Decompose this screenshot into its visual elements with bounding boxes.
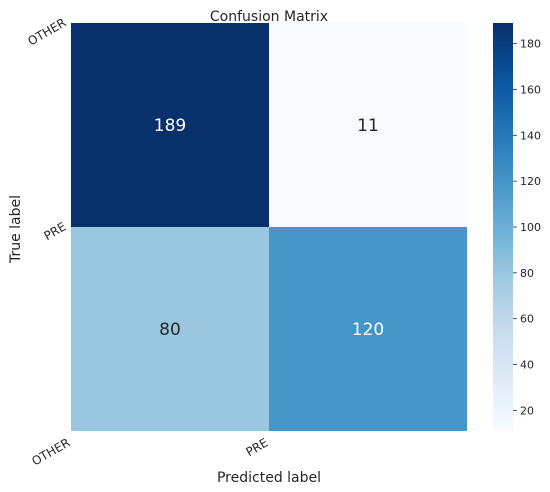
y-axis-label: True label bbox=[8, 195, 24, 264]
colorbar-tick-label: 140 bbox=[520, 129, 541, 142]
cell-value-label: 80 bbox=[159, 320, 181, 340]
heatmap-cells: 189 11 80 120 bbox=[71, 23, 467, 431]
colorbar-tick-label: 80 bbox=[520, 267, 534, 280]
cell-value-label: 11 bbox=[357, 116, 379, 136]
colorbar-tick-label: 160 bbox=[520, 83, 541, 96]
colorbar-tick-label: 60 bbox=[520, 313, 534, 326]
cell-value-label: 189 bbox=[154, 116, 186, 136]
heatmap-cell bbox=[269, 23, 467, 227]
colorbar-tick-label: 100 bbox=[520, 221, 541, 234]
heatmap-cell bbox=[71, 23, 269, 227]
colorbar-ticks: 20 40 60 80 100 120 140 160 180 bbox=[513, 38, 541, 417]
heatmap-cell bbox=[71, 227, 269, 431]
y-tick-label: OTHER bbox=[25, 15, 68, 48]
x-tick-label: OTHER bbox=[29, 435, 72, 468]
colorbar-tick-label: 120 bbox=[520, 175, 541, 188]
chart-title: Confusion Matrix bbox=[210, 9, 328, 25]
colorbar-tick-label: 40 bbox=[520, 359, 534, 372]
x-axis-label: Predicted label bbox=[217, 470, 321, 486]
colorbar-tick-label: 180 bbox=[520, 38, 541, 51]
x-tick-labels: OTHER PRE bbox=[29, 435, 270, 468]
cell-value-label: 120 bbox=[352, 320, 384, 340]
x-tick-label: PRE bbox=[243, 435, 270, 459]
y-tick-label: PRE bbox=[41, 219, 68, 243]
colorbar bbox=[493, 23, 513, 431]
y-tick-labels: OTHER PRE bbox=[25, 15, 68, 243]
colorbar-tick-label: 20 bbox=[520, 404, 534, 417]
heatmap-cell bbox=[269, 227, 467, 431]
